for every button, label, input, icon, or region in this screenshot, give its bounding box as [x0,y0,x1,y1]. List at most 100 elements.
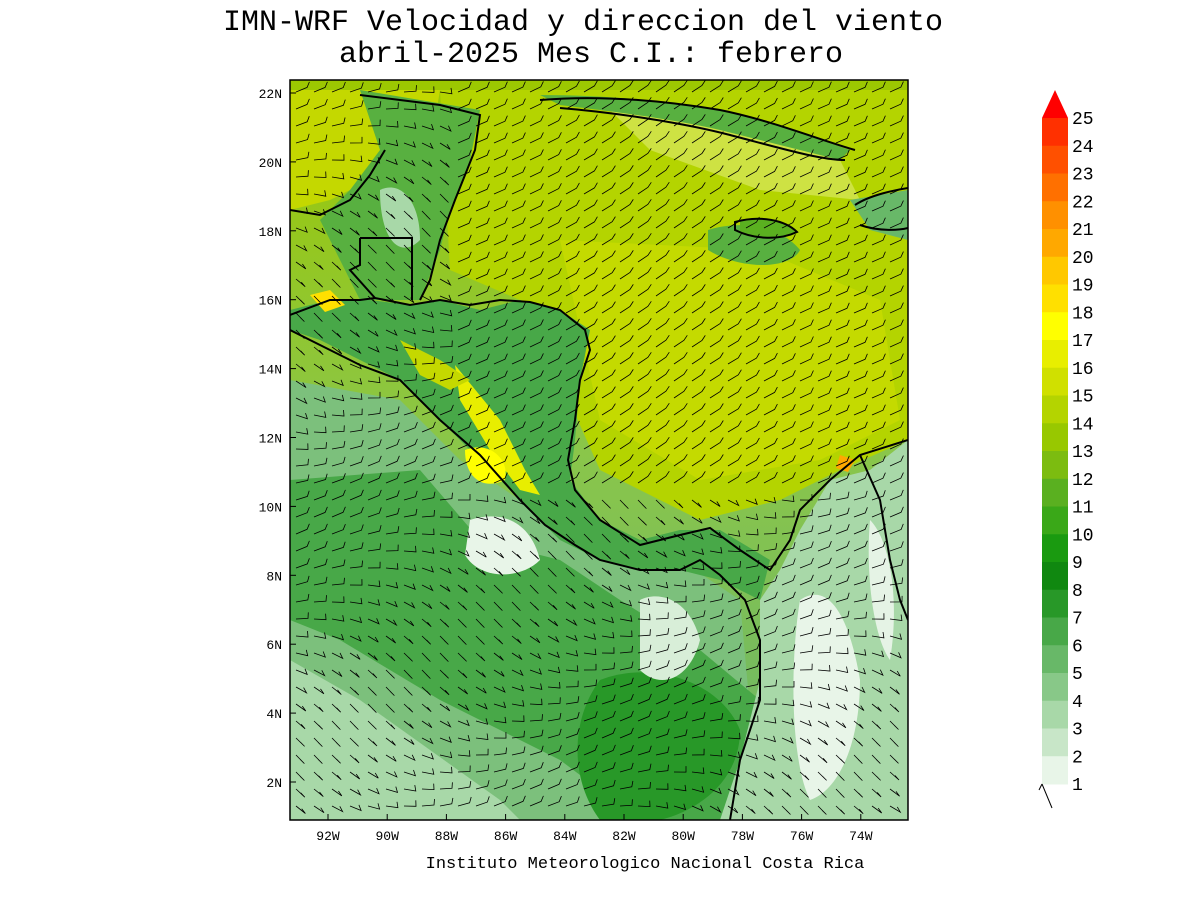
wind-barb [673,131,688,144]
wind-barb [349,771,361,780]
wind-barb [583,114,598,127]
wind-barb [709,216,724,229]
wind-barb [799,234,814,246]
wind-barb [547,285,562,297]
wind-barb [673,420,688,433]
wind-barb [349,616,363,624]
wind-barb [385,652,396,662]
wind-barb [475,764,490,773]
wind-barb [331,312,341,322]
wind-barb [421,227,431,237]
wind-barb [637,727,652,739]
wind-barb [637,454,652,467]
wind-barb [709,677,724,688]
wind-barb [457,719,470,727]
wind-barb [367,525,382,535]
wind-barb [745,131,760,144]
wind-barb [457,550,470,557]
wind-barb [511,98,526,110]
wind-barb [511,669,524,677]
wind-barb [439,278,452,286]
colorbar-swatch [1042,645,1068,674]
wind-barb [871,234,886,246]
wind-barb [511,404,526,416]
wind-barb [529,251,544,263]
wind-barb [403,328,416,335]
wind-barb [745,403,760,416]
colorbar-swatch [1042,506,1068,535]
wind-barb [385,329,398,337]
wind-barb [601,454,616,467]
wind-barb [565,403,580,416]
wind-barb [583,454,598,467]
wind-barb [601,499,611,509]
wind-barb [475,421,490,433]
wind-barb [637,250,652,263]
wind-barb [295,346,305,356]
wind-barb [439,511,453,518]
wind-barb [331,278,341,288]
wind-barb [403,159,416,167]
wind-barb [655,283,670,297]
wind-barb [529,567,539,577]
wind-barb [475,217,490,229]
wind-barb [331,615,345,622]
wind-barb [709,625,724,637]
wind-barb [637,335,652,348]
wind-barb [583,797,598,807]
colorbar-label: 16 [1072,360,1094,380]
wind-barb [637,352,652,365]
wind-barb [601,727,616,739]
wind-barb [493,652,504,661]
wind-barb [781,183,796,195]
wind-barb [529,635,541,644]
wind-barb [637,660,652,671]
wind-barb [745,513,759,521]
wind-barb [835,421,850,433]
wind-barb [871,788,882,798]
wind-barb [493,268,508,280]
wind-barb [799,574,814,586]
wind-barb [583,567,594,577]
wind-barb [835,524,850,535]
wind-barb [493,584,503,594]
wind-barb [349,408,363,416]
wind-barb [313,473,328,484]
wind-barb [691,767,705,774]
wind-barb [727,114,742,127]
wind-barb [511,285,526,297]
wind-barb [475,404,490,416]
lat-label: 2N [266,776,282,791]
wind-barb [313,363,325,372]
wind-barb [367,376,381,384]
wind-barb [745,352,760,365]
wind-barb [871,268,886,280]
wind-barb [871,370,886,382]
wind-barb [871,771,881,781]
wind-barb [385,635,397,644]
wind-barb [853,285,868,297]
wind-barb [547,234,562,246]
wind-barb [349,329,360,338]
wind-barb [889,523,904,535]
wind-barb [817,421,832,433]
wind-barb [421,686,431,696]
wind-barb [817,720,830,728]
wind-barb [781,754,793,762]
wind-barb [853,754,863,764]
wind-barb [475,353,490,365]
wind-barb [871,737,881,747]
wind-barb [889,387,904,399]
wind-barb [349,210,361,218]
wind-barb [709,659,724,671]
wind-barb [691,284,706,297]
wind-barb [853,81,868,93]
wind-barb [601,216,616,229]
wind-barb [511,183,526,195]
wind-barb [565,761,580,773]
wind-barb [421,566,434,573]
wind-barb [529,745,544,756]
wind-barb [457,669,468,679]
wind-barb [331,506,346,518]
wind-barb [331,363,344,371]
